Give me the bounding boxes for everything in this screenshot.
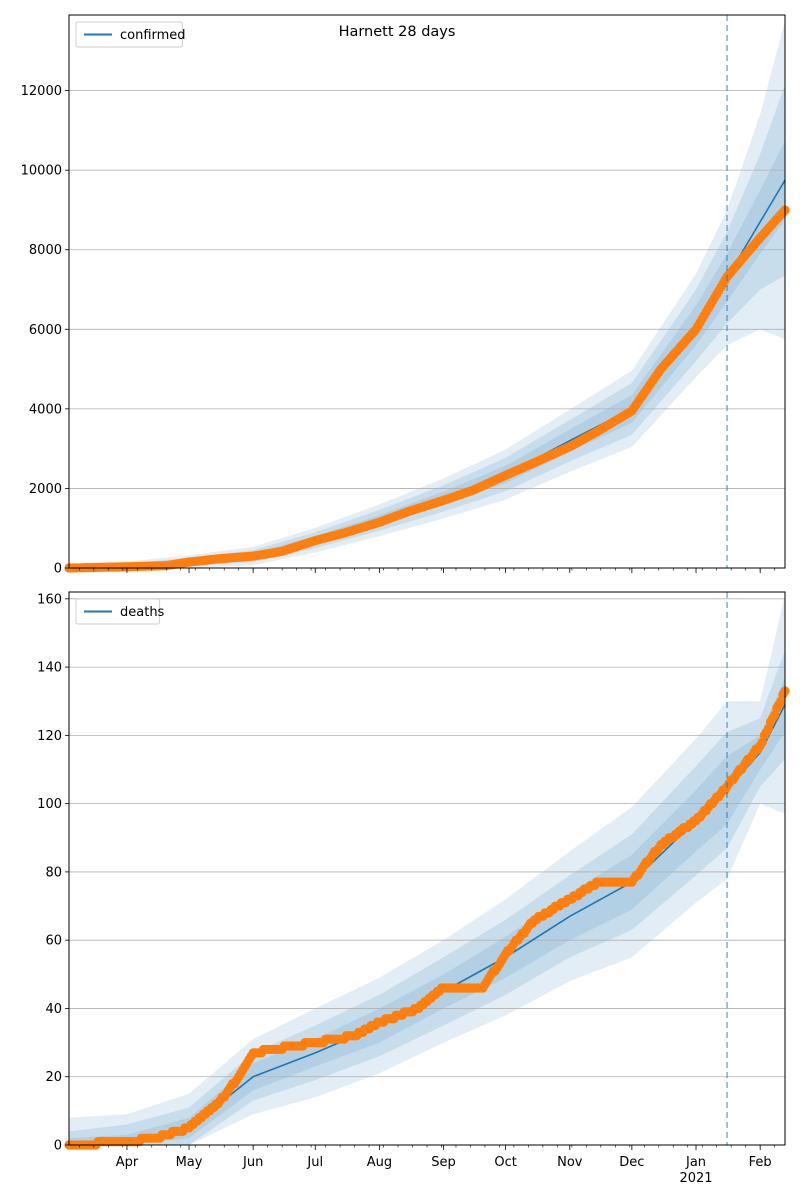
month-label: Aug	[367, 1155, 392, 1170]
deaths-legend-label: deaths	[120, 605, 165, 620]
deaths-y-tick-label: 100	[37, 797, 62, 812]
month-label: Jul	[306, 1155, 323, 1170]
month-label: Nov	[557, 1155, 583, 1170]
deaths-band-2	[69, 650, 785, 1145]
confirmed-y-tick-label: 6000	[29, 323, 62, 338]
confirmed-y-tick-label: 8000	[29, 243, 62, 258]
month-label: Jun	[242, 1155, 263, 1170]
deaths-uncertainty-bands	[69, 595, 785, 1145]
deaths-plot-frame	[68, 591, 786, 1146]
confirmed-legend-label: confirmed	[120, 28, 186, 43]
month-label: Sep	[431, 1155, 456, 1170]
month-label: Dec	[619, 1155, 644, 1170]
deaths-y-tick-label: 120	[37, 729, 62, 744]
confirmed-legend-box	[75, 21, 183, 48]
x-axis-year-label: 2021	[679, 1171, 712, 1186]
confirmed-y-tick-label: 2000	[29, 482, 62, 497]
confirmed-gridlines	[69, 90, 785, 489]
deaths-y-tick-label: 0	[54, 1139, 62, 1154]
deaths-y-tick-label: 40	[45, 1002, 62, 1017]
deaths-panel: 0 20 40 60 80 100 120 140 160 deaths	[37, 591, 790, 1154]
deaths-observed-points	[64, 686, 790, 1150]
month-label: Jan	[685, 1155, 706, 1170]
deaths-y-ticks: 0 20 40 60 80 100 120 140 160	[37, 592, 69, 1154]
month-label: Oct	[494, 1155, 516, 1170]
confirmed-y-tick-label: 10000	[21, 164, 62, 179]
deaths-y-tick-label: 20	[45, 1070, 62, 1085]
confirmed-y-ticks: 0 2000 4000 6000 8000 10000 12000	[21, 84, 69, 577]
confirmed-y-tick-label: 0	[54, 562, 62, 577]
month-label: Feb	[749, 1155, 772, 1170]
deaths-y-tick-label: 60	[45, 934, 62, 949]
confirmed-plot-frame	[68, 14, 786, 569]
month-label: May	[176, 1155, 203, 1170]
deaths-legend-box	[75, 598, 161, 625]
figure-title: Harnett 28 days	[339, 24, 456, 40]
deaths-y-tick-label: 140	[37, 661, 62, 676]
confirmed-y-tick-label: 4000	[29, 402, 62, 417]
confirmed-band-2	[69, 84, 785, 568]
deaths-gridlines	[69, 598, 785, 1078]
deaths-x-ticks	[79, 1145, 775, 1150]
deaths-y-tick-label: 160	[37, 592, 62, 607]
deaths-legend: deaths	[75, 598, 165, 625]
confirmed-uncertainty-bands	[69, 20, 785, 569]
month-label: Apr	[116, 1155, 139, 1170]
confirmed-y-tick-label: 12000	[21, 84, 62, 99]
x-axis-month-labels: Apr May Jun Jul Aug Sep Oct Nov Dec Jan Feb	[116, 1155, 772, 1170]
confirmed-observed-points	[64, 205, 790, 573]
confirmed-band-3	[69, 20, 785, 568]
deaths-y-tick-label: 80	[45, 865, 62, 880]
confirmed-panel: 0 2000 4000 6000 8000 10000 12000 confirmed	[21, 14, 790, 577]
confirmed-legend: confirmed	[75, 21, 186, 48]
confirmed-x-ticks	[79, 568, 775, 573]
